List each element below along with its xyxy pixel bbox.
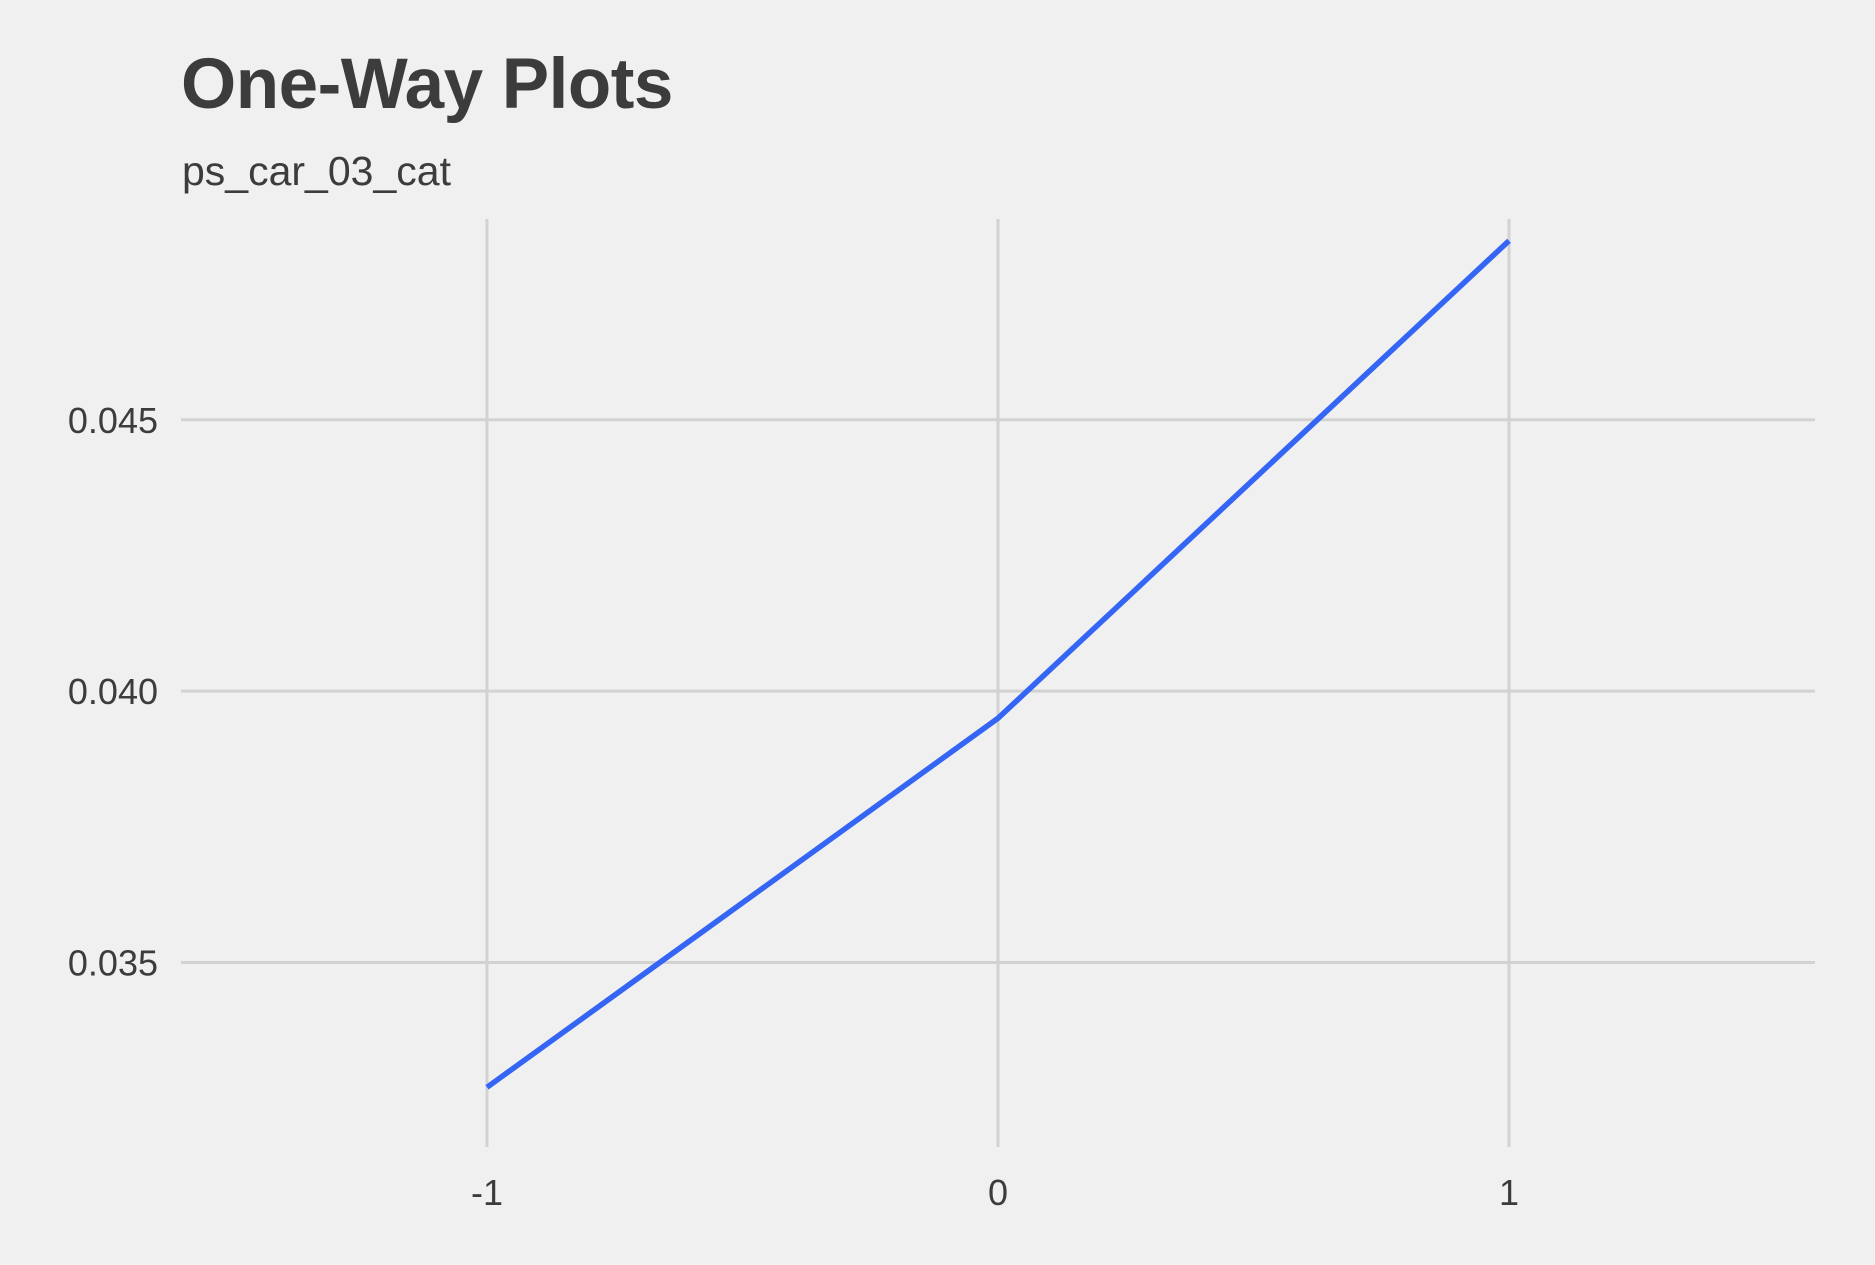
series-group (485, 238, 1511, 1090)
x-tick-label: -1 (471, 1172, 503, 1213)
chart-subtitle: ps_car_03_cat (182, 148, 451, 194)
x-tick-label: 0 (988, 1172, 1008, 1213)
chart-title: One-Way Plots (181, 45, 673, 124)
x-gridlines (485, 219, 1511, 1147)
x-tick-label: 1 (1499, 1172, 1519, 1213)
y-tick-label: 0.045 (68, 400, 158, 441)
x-tick-labels: -1 0 1 (471, 1172, 1519, 1213)
y-tick-label: 0.035 (68, 942, 158, 983)
series-line (485, 238, 1511, 1090)
y-tick-label: 0.040 (68, 671, 158, 712)
y-tick-labels: 0.035 0.040 0.045 (68, 400, 158, 984)
y-gridlines (181, 418, 1815, 964)
